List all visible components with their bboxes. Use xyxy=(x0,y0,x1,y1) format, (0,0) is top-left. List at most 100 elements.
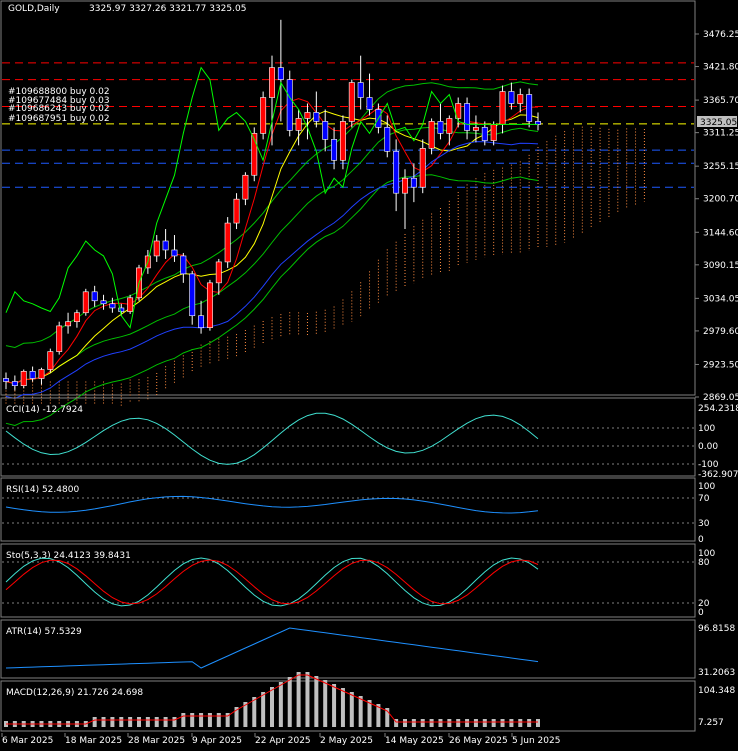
candle-body xyxy=(517,94,524,104)
indicator-y-label: 100 xyxy=(698,482,715,492)
x-tick-label: 18 Mar 2025 xyxy=(65,736,122,746)
candle-body xyxy=(153,240,160,257)
macd-bar xyxy=(305,672,310,727)
indicator-y-label: 104.348 xyxy=(698,686,735,696)
macd-bar xyxy=(92,717,97,727)
macd-bar xyxy=(385,708,390,727)
indicator-pane-frame xyxy=(0,543,696,618)
y-tick-label: 2869.05 xyxy=(703,393,738,403)
macd-bar xyxy=(270,687,274,727)
macd-bar xyxy=(243,702,248,727)
price-pane-frame xyxy=(0,0,696,396)
y-tick-label: 3090.15 xyxy=(703,261,738,271)
cci-line xyxy=(5,412,539,465)
candle-body xyxy=(472,127,479,131)
candle-body xyxy=(304,112,311,119)
indicator-y-label: 0 xyxy=(698,608,704,618)
macd-bar xyxy=(181,713,186,727)
indicator-y-label: 80 xyxy=(698,558,710,568)
bollinger-lower xyxy=(5,174,539,427)
indicator-pane-frame xyxy=(0,619,696,679)
current-price-badge: 3325.05 xyxy=(697,116,737,128)
candle-body xyxy=(419,148,426,188)
macd-bar xyxy=(527,719,532,727)
candle-body xyxy=(526,94,533,122)
x-axis: 6 Mar 2025 18 Mar 2025 28 Mar 2025 9 Apr 20… xyxy=(1,733,560,746)
x-tick-label: 28 Mar 2025 xyxy=(128,736,185,746)
y-tick-label: 3311.25 xyxy=(703,129,738,139)
candle-body xyxy=(198,315,205,328)
y-axis: 3476.25 3421.80 3365.70 3311.25 3255.15 3200.… xyxy=(695,30,738,403)
macd-bar xyxy=(261,692,266,727)
macd-bar xyxy=(518,719,523,727)
y-tick-label: 3200.70 xyxy=(703,195,738,205)
y-tick-label: 2923.50 xyxy=(703,360,738,370)
candle-body xyxy=(171,249,178,257)
macd-bar xyxy=(278,682,283,727)
candle-body xyxy=(286,79,293,131)
macd-bar xyxy=(473,719,478,727)
candle-body xyxy=(277,67,284,80)
candle-body xyxy=(56,325,63,352)
candle-body xyxy=(402,177,408,194)
rsi-line xyxy=(5,495,539,514)
candle-body xyxy=(251,133,258,176)
macd-bar xyxy=(438,719,443,727)
macd-bar xyxy=(465,719,470,727)
x-tick-label: 22 Apr 2025 xyxy=(255,736,311,746)
indicator-y-label: 0 xyxy=(698,535,704,545)
indicator-pane-frame xyxy=(0,477,696,542)
indicator-y-label: 30 xyxy=(698,519,710,529)
indicator-y-label: -362.9072 xyxy=(698,470,738,480)
candle-body xyxy=(269,67,275,98)
indicator-y-label: 70 xyxy=(698,494,710,504)
order-labels: #109688800 buy 0.02 #109677484 buy 0.03 … xyxy=(8,87,110,124)
candle-body xyxy=(481,127,488,141)
macd-bar xyxy=(367,700,372,727)
macd-bar xyxy=(145,717,150,727)
candle-body xyxy=(47,351,54,370)
candle-body xyxy=(437,121,444,134)
candle-body xyxy=(508,91,515,104)
indicator-header: MACD(12,26,9) 21.726 24.698 xyxy=(6,688,143,698)
candle-body xyxy=(428,121,435,149)
stoch-signal-line xyxy=(5,559,539,605)
macd-bar xyxy=(137,717,141,727)
price-pane[interactable] xyxy=(2,19,694,427)
candle-body xyxy=(189,273,196,317)
macd-bar xyxy=(420,719,425,727)
indicator-pane-frame xyxy=(0,397,696,477)
macd-bar xyxy=(128,717,133,727)
candle-body xyxy=(410,177,417,188)
candle-body xyxy=(455,103,462,119)
candle-body xyxy=(20,371,27,386)
candle-body xyxy=(464,103,471,131)
x-tick-label: 14 May 2025 xyxy=(385,736,444,746)
y-tick-label: 3034.05 xyxy=(703,294,738,304)
ohlc-header: 3325.97 3327.26 3321.77 3325.05 xyxy=(89,4,246,14)
indicator-y-label: 20 xyxy=(698,599,710,609)
lagging-span xyxy=(5,66,538,329)
candle-body xyxy=(82,291,89,314)
candle-body xyxy=(65,321,72,327)
candle-body xyxy=(366,97,373,110)
candle-body xyxy=(499,91,506,125)
x-tick-label: 9 Apr 2025 xyxy=(192,736,242,746)
macd-bar xyxy=(358,696,363,727)
indicator-pane-frame xyxy=(0,680,696,732)
candle-body xyxy=(224,222,231,263)
macd-bar xyxy=(296,672,301,727)
y-tick-label: 2979.60 xyxy=(703,327,738,337)
candle-body xyxy=(384,127,391,152)
indicator-panes[interactable]: CCI(14) -12.7924 254.2318 100 0.00 -100-362.… xyxy=(0,397,738,732)
bollinger-upper xyxy=(5,81,539,349)
candle-body xyxy=(313,112,320,122)
atr-line xyxy=(5,627,539,669)
macd-bar xyxy=(447,719,452,727)
macd-bar xyxy=(411,719,416,727)
candle-body xyxy=(331,139,338,161)
indicator-y-label: 96.8158 xyxy=(698,624,735,634)
